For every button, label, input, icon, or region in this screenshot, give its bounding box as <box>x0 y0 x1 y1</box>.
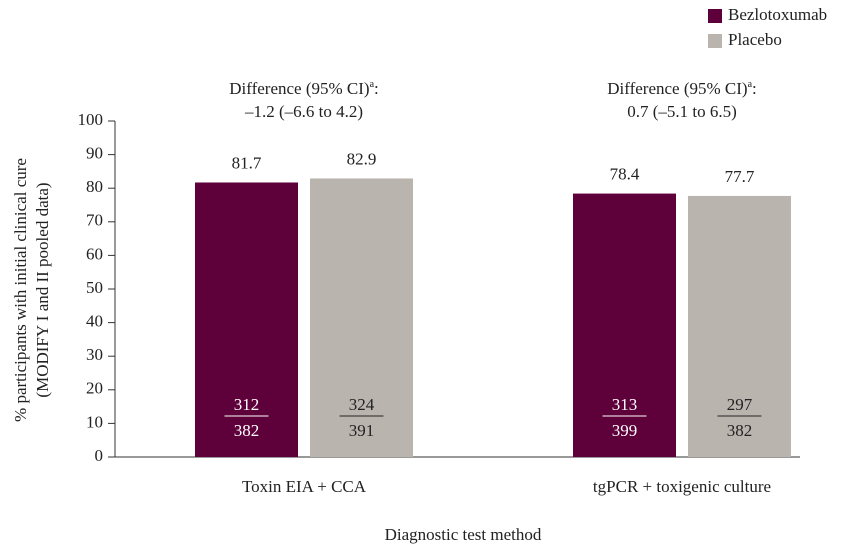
value-label: 77.7 <box>725 167 755 186</box>
y-tick-label: 40 <box>86 312 103 331</box>
x-tick-label: Toxin EIA + CCA <box>242 477 367 496</box>
value-label: 81.7 <box>232 153 262 172</box>
annotation: Difference (95% CI)a: <box>607 79 757 98</box>
value-label: 78.4 <box>610 164 640 183</box>
fraction-denominator: 391 <box>349 421 375 440</box>
annotation-detail: –1.2 (–6.6 to 4.2) <box>244 102 363 121</box>
annotation-suffix: : <box>752 79 757 98</box>
annotation-suffix: : <box>374 79 379 98</box>
fraction-numerator: 324 <box>349 395 375 414</box>
fraction-denominator: 382 <box>234 421 260 440</box>
y-tick-label: 90 <box>86 144 103 163</box>
y-tick-label: 80 <box>86 177 103 196</box>
fraction-denominator: 399 <box>612 421 638 440</box>
annotation: Difference (95% CI)a: <box>229 79 379 98</box>
legend-swatch <box>708 34 722 48</box>
annotation-sup: a <box>748 79 753 90</box>
y-tick-label: 10 <box>86 412 103 431</box>
annotation-text: Difference (95% CI) <box>607 79 747 98</box>
bar <box>310 178 413 457</box>
value-label: 82.9 <box>347 149 377 168</box>
fraction-denominator: 382 <box>727 421 753 440</box>
y-tick-label: 50 <box>86 278 103 297</box>
legend-label: Placebo <box>728 30 782 49</box>
bar <box>688 195 791 458</box>
annotation-sup: a <box>370 79 375 90</box>
y-tick-label: 0 <box>95 446 104 465</box>
y-axis-title: % participants with initial clinical cur… <box>11 158 30 422</box>
y-tick-label: 20 <box>86 379 103 398</box>
legend-label: Bezlotoxumab <box>728 5 827 24</box>
y-tick-label: 60 <box>86 244 103 263</box>
bar <box>573 193 676 458</box>
annotation-text: Difference (95% CI) <box>229 79 369 98</box>
x-axis-title: Diagnostic test method <box>385 525 542 544</box>
y-tick-label: 70 <box>86 211 103 230</box>
legend-swatch <box>708 9 722 23</box>
y-tick-label: 30 <box>86 345 103 364</box>
fraction-numerator: 312 <box>234 395 260 414</box>
y-axis-title: (MODIFY I and II pooled data) <box>33 182 52 397</box>
annotation-detail: 0.7 (–5.1 to 6.5) <box>627 102 737 121</box>
y-tick-label: 100 <box>78 110 104 129</box>
fraction-numerator: 313 <box>612 395 638 414</box>
x-tick-label: tgPCR + toxigenic culture <box>593 477 771 496</box>
bar <box>195 182 298 457</box>
fraction-numerator: 297 <box>727 395 753 414</box>
